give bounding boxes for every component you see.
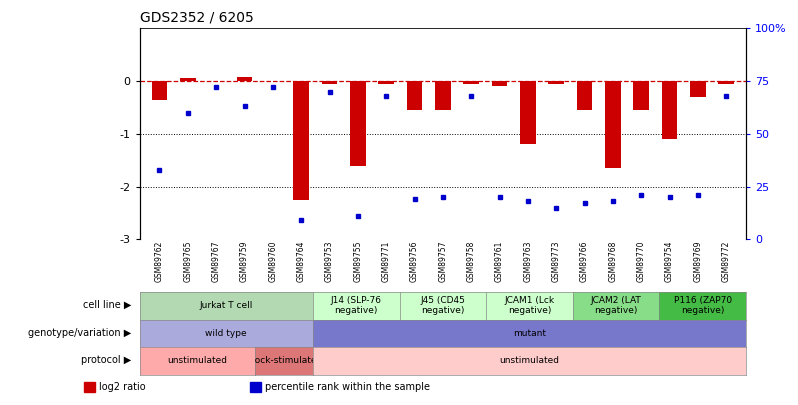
Bar xyxy=(378,81,394,84)
Bar xyxy=(180,79,196,81)
Text: unstimulated: unstimulated xyxy=(500,356,559,365)
Bar xyxy=(718,81,734,84)
Bar xyxy=(605,81,621,168)
Bar xyxy=(548,81,564,84)
Text: genotype/variation ▶: genotype/variation ▶ xyxy=(29,328,132,338)
Bar xyxy=(250,382,261,392)
Bar xyxy=(350,81,365,166)
Text: mock-stimulated: mock-stimulated xyxy=(246,356,322,365)
Text: J45 (CD45
negative): J45 (CD45 negative) xyxy=(421,296,465,315)
Text: Jurkat T cell: Jurkat T cell xyxy=(200,301,253,310)
Bar xyxy=(152,81,168,100)
Text: J14 (SLP-76
negative): J14 (SLP-76 negative) xyxy=(330,296,381,315)
Bar xyxy=(492,81,508,86)
Text: cell line ▶: cell line ▶ xyxy=(83,300,132,310)
Text: P116 (ZAP70
negative): P116 (ZAP70 negative) xyxy=(674,296,732,315)
Bar xyxy=(577,81,592,110)
Bar xyxy=(520,81,535,145)
Bar xyxy=(237,77,252,81)
Bar xyxy=(662,81,678,139)
Text: JCAM2 (LAT
negative): JCAM2 (LAT negative) xyxy=(591,296,642,315)
Bar xyxy=(435,81,451,110)
Bar xyxy=(464,81,479,84)
Bar xyxy=(322,81,338,84)
Text: mutant: mutant xyxy=(513,329,546,338)
Bar xyxy=(84,382,95,392)
Bar xyxy=(294,81,309,200)
Text: unstimulated: unstimulated xyxy=(168,356,227,365)
Text: percentile rank within the sample: percentile rank within the sample xyxy=(265,382,430,392)
Bar xyxy=(690,81,705,97)
Bar xyxy=(634,81,649,110)
Text: wild type: wild type xyxy=(205,329,247,338)
Bar xyxy=(407,81,422,110)
Text: protocol ▶: protocol ▶ xyxy=(81,355,132,365)
Text: GDS2352 / 6205: GDS2352 / 6205 xyxy=(140,11,254,24)
Text: log2 ratio: log2 ratio xyxy=(99,382,146,392)
Text: JCAM1 (Lck
negative): JCAM1 (Lck negative) xyxy=(504,296,555,315)
